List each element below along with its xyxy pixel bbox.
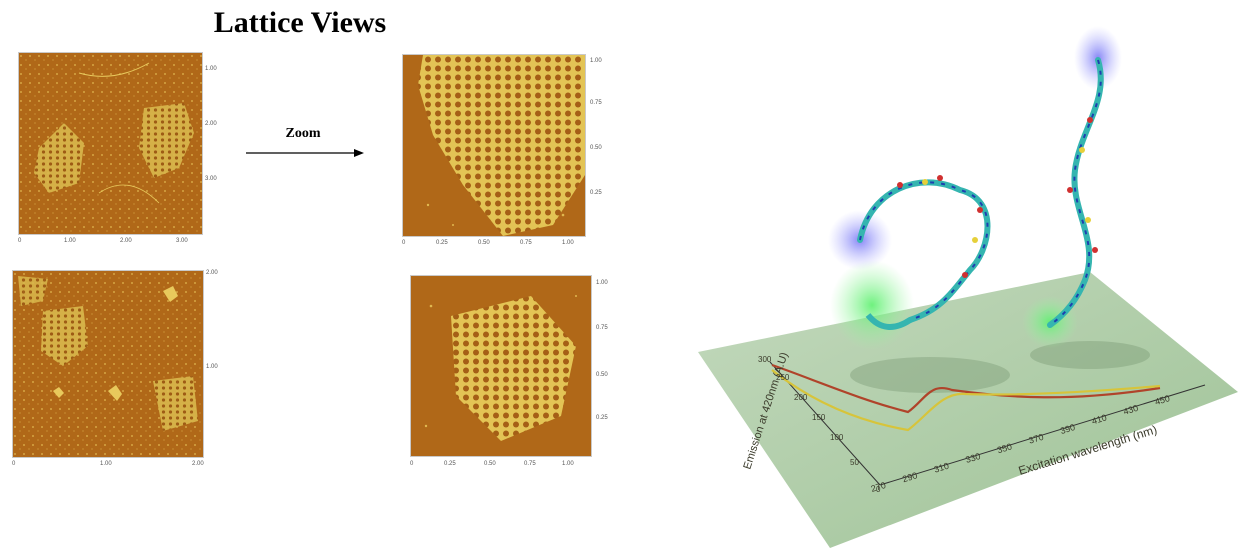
tick-label: 1.00	[206, 364, 218, 370]
tick-label: 0.25	[590, 190, 602, 196]
tick-label: 1.00	[205, 66, 217, 72]
afm-texture	[403, 55, 585, 236]
y-tick-label: 50	[850, 458, 859, 467]
page-title: Lattice Views	[213, 6, 387, 39]
tick-label: 0	[18, 238, 22, 244]
y-tick-label: 300	[758, 355, 772, 364]
tick-label: 0.50	[478, 240, 490, 246]
y-tick-label: 200	[794, 393, 808, 402]
plane-surface	[698, 272, 1238, 548]
tick-label: 3.00	[205, 176, 217, 182]
afm-image-top-left	[18, 52, 203, 235]
y-tick-label: 250	[776, 373, 790, 382]
tick-label: 3.00	[176, 238, 188, 244]
tick-label: 2.00	[205, 121, 217, 127]
afm-texture	[13, 271, 203, 457]
afm-image-top-right	[402, 54, 586, 237]
afm-texture	[411, 276, 591, 456]
tick-label: 2.00	[192, 461, 204, 467]
tick-label: 0.75	[590, 100, 602, 106]
x-tick-label: 370	[1027, 432, 1044, 446]
x-tick-label: 450	[1154, 393, 1171, 407]
tick-label: 0	[410, 461, 414, 467]
tick-label: 0.25	[444, 461, 456, 467]
zoom-arrow-icon	[246, 149, 364, 157]
x-tick-label: 390	[1059, 422, 1076, 436]
tick-label: 0.75	[596, 325, 608, 331]
tick-label: 0.75	[524, 461, 536, 467]
emission-curve-yellow	[771, 369, 1161, 432]
tick-label: 1.00	[562, 240, 574, 246]
tick-label: 0	[12, 461, 16, 467]
zoom-label: Zoom	[285, 126, 321, 141]
tick-label: 0	[402, 240, 406, 246]
x-tick-label: 330	[964, 451, 981, 465]
y-tick-label: 150	[812, 413, 826, 422]
molecule-scene: Emission at 420nm (A.U) Excitation wavel…	[698, 26, 1238, 548]
tick-label: 0.50	[596, 372, 608, 378]
afm-image-bottom-right	[410, 275, 592, 457]
x-tick-label: 410	[1091, 412, 1108, 426]
x-tick-label: 310	[933, 461, 950, 475]
tick-label: 2.00	[120, 238, 132, 244]
tick-label: 2.00	[206, 270, 218, 276]
tick-label: 0.25	[596, 415, 608, 421]
tick-label: 1.00	[596, 280, 608, 286]
afm-image-bottom-left	[12, 270, 204, 458]
y-tick-label: 0	[876, 485, 881, 494]
spectrum-plot	[769, 361, 1206, 486]
emission-curve-red	[771, 363, 1161, 414]
tick-label: 1.00	[100, 461, 112, 467]
x-tick-label: 430	[1122, 403, 1139, 417]
x-tick-label: 270	[870, 480, 887, 494]
tick-label: 1.00	[562, 461, 574, 467]
tick-label: 1.00	[64, 238, 76, 244]
molecule-helix	[1022, 26, 1122, 348]
molecule-loop	[828, 175, 991, 350]
tick-label: 0.25	[436, 240, 448, 246]
afm-texture	[19, 53, 202, 234]
tick-label: 0.50	[590, 145, 602, 151]
y-tick-label: 100	[830, 433, 844, 442]
x-tick-label: 290	[901, 470, 918, 484]
tick-label: 1.00	[590, 58, 602, 64]
tick-label: 0.75	[520, 240, 532, 246]
x-tick-label: 350	[996, 441, 1013, 455]
tick-label: 0.50	[484, 461, 496, 467]
